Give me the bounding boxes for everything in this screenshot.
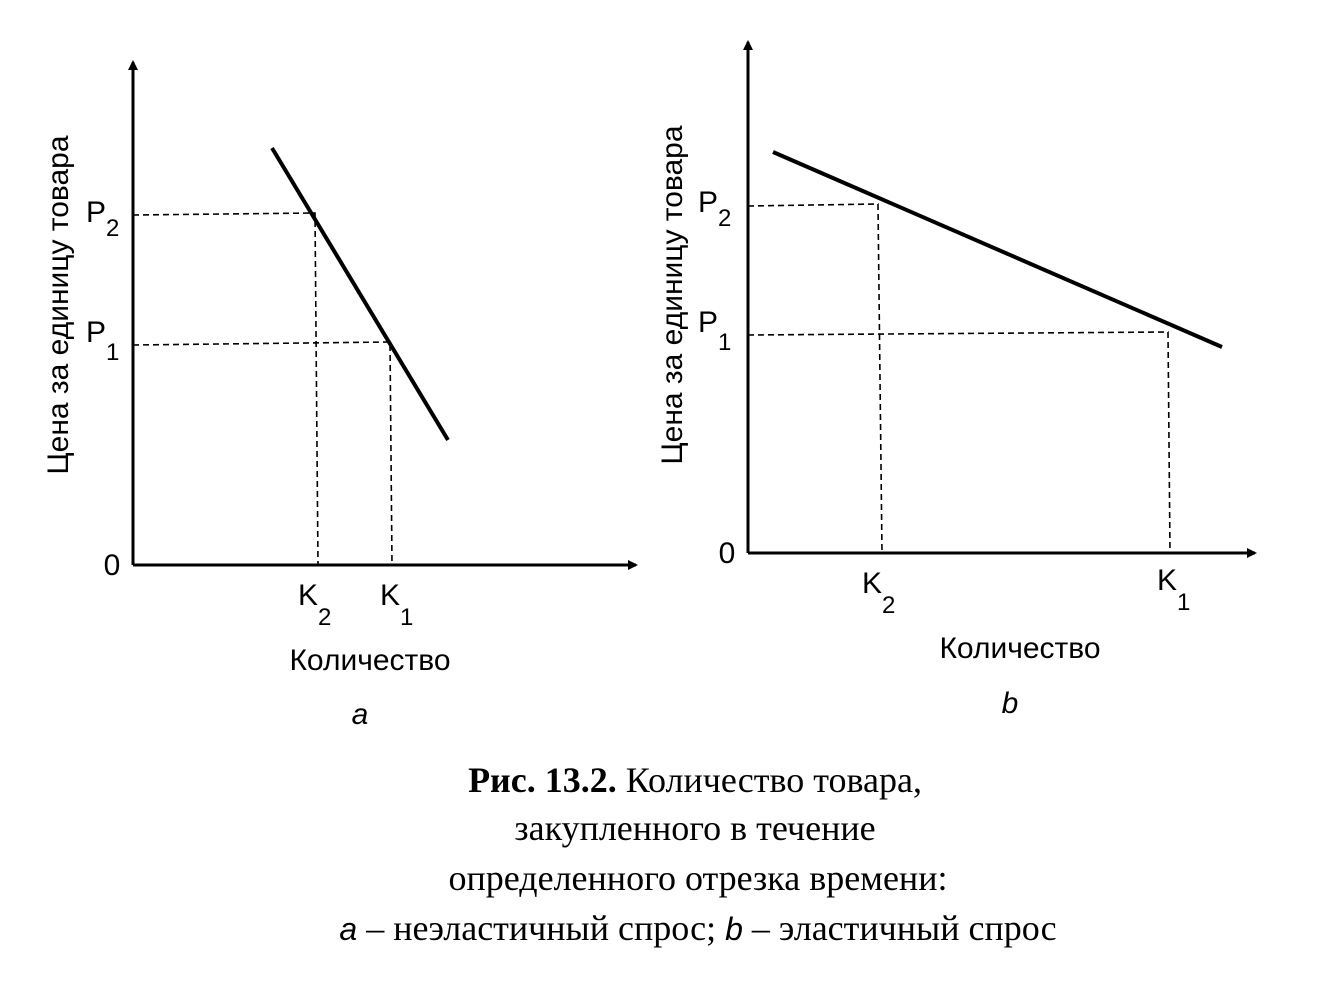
k2-label: K2: [298, 579, 331, 631]
y-label: Цена за единицу товара: [656, 125, 689, 464]
label-part: Рис. 13.2.: [468, 760, 617, 800]
k2-label: K2: [862, 567, 895, 619]
label-part: P: [698, 306, 718, 339]
label-part: 2: [318, 604, 331, 631]
label-part: 1: [400, 604, 413, 631]
guide-p1: [747, 331, 1171, 554]
guide-p2: [747, 203, 883, 554]
caption-line: a – неэластичный спрос; b – эластичный с…: [339, 908, 1056, 948]
label-part: 1: [718, 329, 731, 356]
label-part: 2: [106, 215, 119, 242]
label-part: 1: [1177, 589, 1190, 616]
label-part: K: [298, 579, 318, 612]
label-part: P: [86, 316, 106, 349]
p2-label: P2: [86, 196, 119, 242]
origin: 0: [719, 537, 736, 570]
demand-line: [270, 146, 450, 442]
caption-line: Рис. 13.2. Количество товара,: [468, 760, 922, 800]
caption: Рис. 13.2. Количество товара, закупленно…: [339, 760, 1056, 948]
label-part: K: [862, 567, 882, 600]
guide-p1: [132, 341, 393, 566]
k1-label: K1: [1157, 564, 1190, 616]
origin: 0: [104, 549, 121, 582]
p1-label: P1: [698, 306, 731, 356]
panel-b: Цена за единицу товара 0 P2 P1 K2 K1 Кол…: [656, 40, 1257, 720]
label-part: K: [380, 579, 400, 612]
p1-label: P1: [86, 316, 119, 366]
x-label: Количество: [939, 632, 1100, 665]
label-part: 1: [106, 339, 119, 366]
label-part: – эластичный спрос: [751, 908, 1057, 948]
k1-label: K1: [380, 579, 413, 631]
demand-line: [772, 150, 1223, 349]
p2-label: P2: [698, 186, 731, 232]
label-part: P: [698, 186, 718, 219]
label-part: K: [1157, 564, 1177, 597]
label-part: 2: [882, 592, 895, 619]
y-label: Цена за единицу товара: [42, 135, 75, 474]
panel-letter: a: [352, 698, 369, 731]
label-part: 2: [718, 205, 731, 232]
caption-line: закупленного в течение: [514, 808, 875, 848]
caption-line: определенного отрезка времени:: [449, 858, 948, 898]
label-part: P: [86, 196, 106, 229]
label-part: b: [725, 911, 743, 947]
panel-letter: b: [1002, 687, 1019, 720]
label-part: Количество товара,: [626, 760, 922, 800]
panel-a: Цена за единицу товара 0 P2 P1 K2 K1 Кол…: [42, 60, 638, 731]
label-part: a: [339, 911, 357, 947]
label-part: – неэластичный спрос;: [365, 908, 716, 948]
x-label: Количество: [289, 644, 450, 677]
guide-p2: [132, 212, 319, 566]
